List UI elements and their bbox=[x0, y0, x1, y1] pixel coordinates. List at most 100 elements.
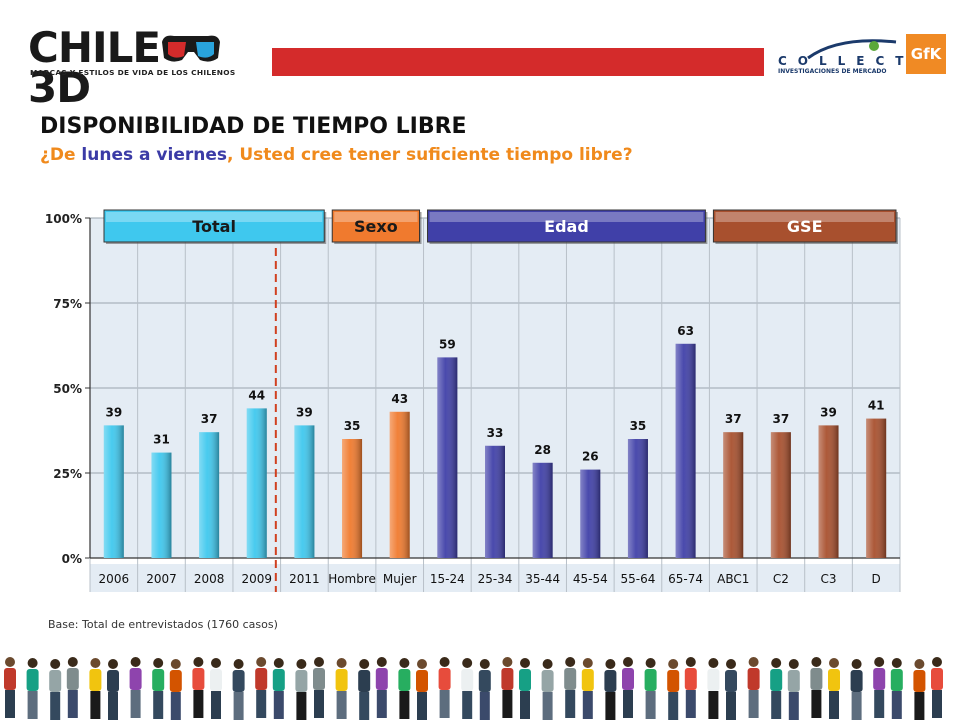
group-header-gloss bbox=[106, 212, 323, 222]
person-figure bbox=[169, 659, 182, 720]
person-figure bbox=[107, 659, 119, 720]
collect-text: COLLECT bbox=[778, 54, 915, 68]
data-label: 39 bbox=[820, 405, 837, 419]
category-label: 35-44 bbox=[525, 572, 560, 586]
person-figure bbox=[787, 659, 800, 720]
data-label: 39 bbox=[296, 405, 313, 419]
logo-suffix: 3D bbox=[28, 63, 91, 112]
subtitle-part2: lunes a viernes bbox=[81, 145, 227, 165]
person-figure bbox=[313, 657, 325, 718]
category-label: 2008 bbox=[194, 572, 225, 586]
person-figure bbox=[4, 657, 16, 718]
y-tick-label: 50% bbox=[53, 382, 82, 396]
person-figure bbox=[152, 658, 165, 719]
collect-logo: COLLECT INVESTIGACIONES DE MERCADO bbox=[778, 36, 908, 78]
category-label: 45-54 bbox=[573, 572, 608, 586]
category-label: 2006 bbox=[99, 572, 130, 586]
person-figure bbox=[913, 659, 926, 720]
data-label: 26 bbox=[582, 450, 599, 464]
category-label: Hombre bbox=[328, 572, 376, 586]
people-crowd-image bbox=[4, 657, 943, 720]
bar-shading bbox=[818, 425, 839, 558]
person-figure bbox=[89, 658, 102, 719]
person-figure bbox=[26, 658, 39, 719]
category-label: 25-34 bbox=[478, 572, 513, 586]
data-label: 37 bbox=[773, 412, 790, 426]
person-figure bbox=[604, 659, 617, 720]
bar-shading bbox=[389, 411, 410, 558]
bar-shading bbox=[151, 452, 172, 558]
group-header bbox=[331, 209, 421, 243]
person-figure bbox=[519, 658, 531, 719]
page-subtitle: ¿De lunes a viernes, Usted cree tener su… bbox=[40, 145, 633, 165]
group-header-label: Sexo bbox=[354, 217, 398, 236]
person-figure bbox=[747, 657, 760, 718]
person-figure bbox=[375, 657, 388, 718]
person-figure bbox=[931, 657, 943, 718]
bar-shading bbox=[485, 445, 505, 558]
chart-container: 100% 75% 50% 25% 0% 39 2006 31 2007 37 2008 44 2009 3… bbox=[0, 200, 960, 610]
group-header-label: Total bbox=[192, 217, 236, 236]
person-figure bbox=[49, 659, 62, 720]
data-label: 39 bbox=[105, 405, 122, 419]
3d-glasses-icon bbox=[162, 35, 221, 62]
person-figure bbox=[461, 658, 474, 719]
category-label: D bbox=[872, 572, 881, 586]
person-figure bbox=[129, 657, 142, 718]
person-figure bbox=[398, 658, 411, 719]
bar-shading bbox=[866, 418, 887, 558]
bar-shading bbox=[723, 432, 744, 558]
data-label: 35 bbox=[344, 419, 361, 433]
person-figure bbox=[358, 659, 371, 720]
data-label: 35 bbox=[630, 419, 647, 433]
header-red-band bbox=[272, 48, 764, 76]
group-header-gloss bbox=[429, 212, 704, 222]
person-figure bbox=[478, 659, 491, 720]
data-label: 43 bbox=[391, 392, 408, 406]
data-label: 41 bbox=[868, 399, 885, 413]
bar-shading bbox=[103, 425, 124, 558]
group-header-label: Edad bbox=[544, 217, 589, 236]
bar-shading bbox=[580, 469, 601, 558]
base-note: Base: Total de entrevistados (1760 casos… bbox=[48, 618, 278, 631]
group-header bbox=[712, 209, 897, 243]
category-label: Mujer bbox=[383, 572, 417, 586]
bar-shading bbox=[246, 408, 267, 558]
person-figure bbox=[501, 657, 514, 718]
person-figure bbox=[66, 657, 79, 718]
person-figure bbox=[725, 659, 737, 720]
bar-shading bbox=[294, 425, 315, 558]
category-label: 2009 bbox=[241, 572, 272, 586]
bar-shading bbox=[675, 343, 696, 558]
bar-shading bbox=[627, 439, 648, 558]
person-figure bbox=[667, 659, 680, 720]
person-figure bbox=[192, 657, 205, 718]
bar-shading bbox=[770, 432, 791, 558]
group-header bbox=[103, 209, 325, 243]
person-figure bbox=[644, 658, 657, 719]
person-figure bbox=[564, 657, 577, 718]
data-label: 28 bbox=[534, 443, 551, 457]
person-figure bbox=[810, 657, 823, 718]
person-figure bbox=[438, 657, 451, 718]
person-figure bbox=[295, 659, 308, 720]
category-label: C3 bbox=[821, 572, 837, 586]
person-figure bbox=[232, 659, 245, 720]
person-figure bbox=[581, 658, 594, 719]
person-figure bbox=[416, 659, 428, 720]
person-figure bbox=[850, 659, 863, 720]
person-figure bbox=[255, 657, 268, 718]
group-header-gloss bbox=[334, 212, 418, 222]
bar-shading bbox=[199, 432, 220, 558]
chile3d-logo: CHILE 3D MARCAS Y ESTILOS DE VIDA DE LOS… bbox=[28, 27, 273, 109]
person-figure bbox=[828, 658, 840, 719]
data-label: 44 bbox=[248, 388, 265, 402]
person-figure bbox=[622, 657, 634, 718]
person-figure bbox=[873, 657, 886, 718]
y-tick-label: 100% bbox=[45, 212, 82, 226]
category-label: ABC1 bbox=[717, 572, 749, 586]
category-label: 15-24 bbox=[430, 572, 465, 586]
bar-shading bbox=[437, 357, 458, 558]
y-tick-label: 0% bbox=[62, 552, 82, 566]
logo-text: CHILE bbox=[28, 23, 161, 72]
